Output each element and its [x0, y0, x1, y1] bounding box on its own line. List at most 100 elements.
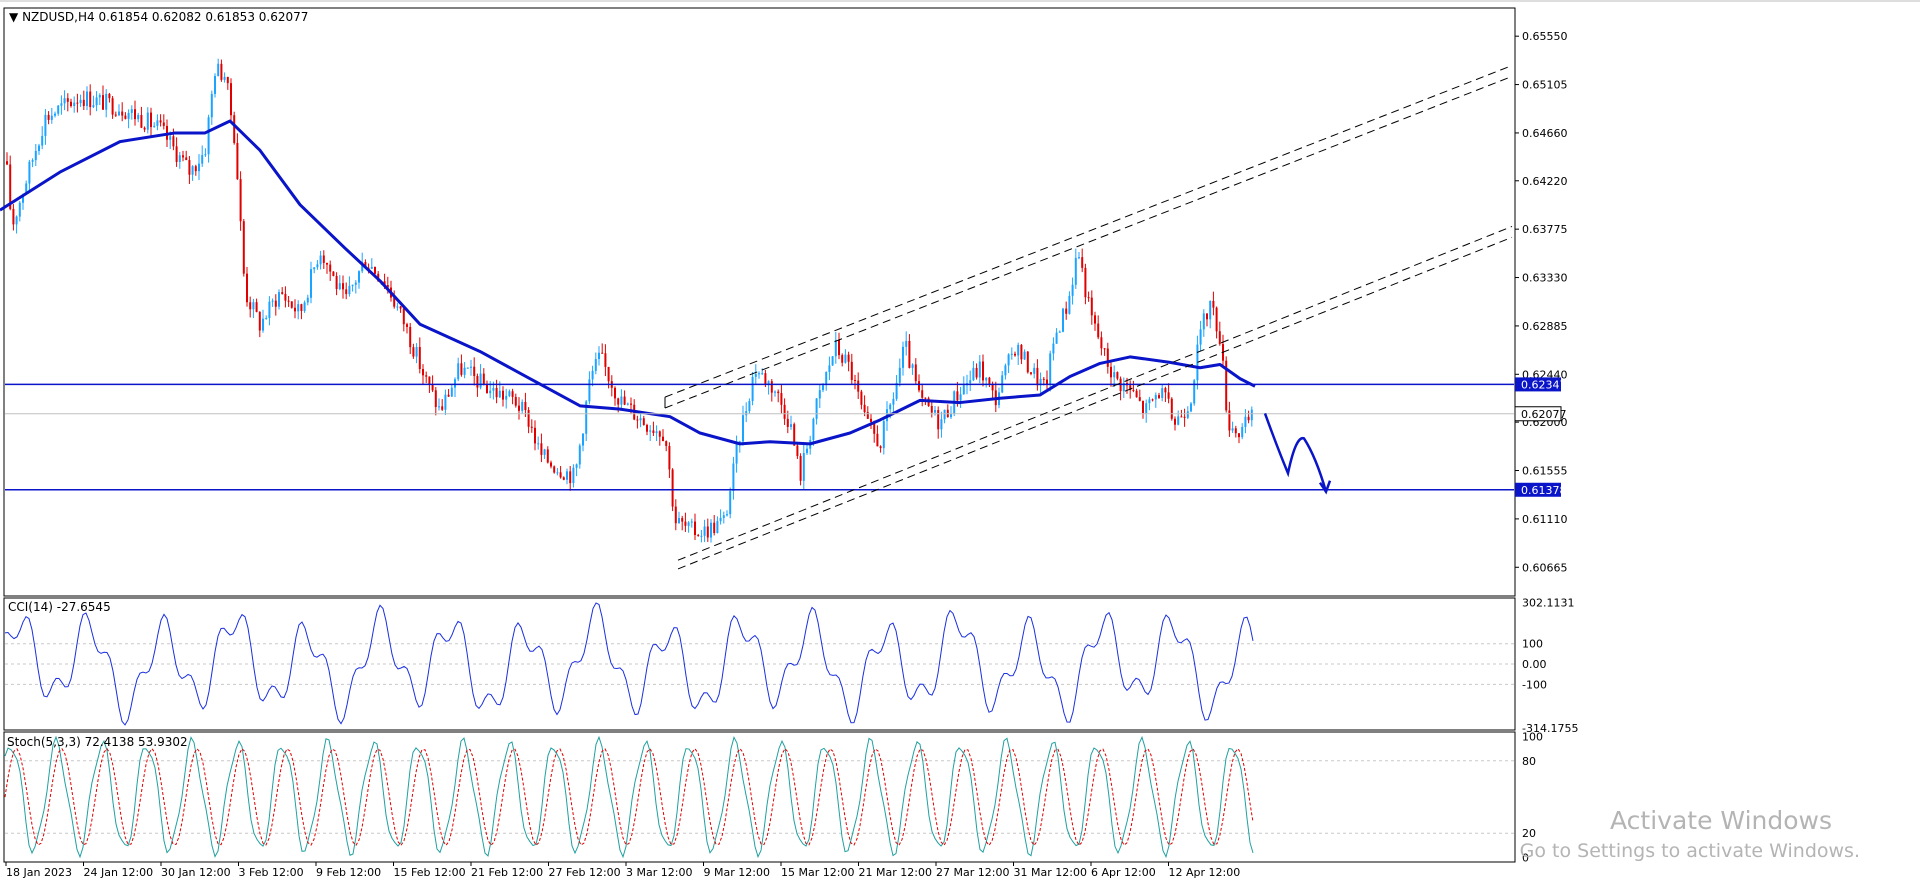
candle-body — [428, 376, 431, 384]
ohlc-label: 0.61854 0.62082 0.61853 0.62077 — [98, 10, 309, 24]
candle-body — [726, 514, 728, 516]
candle-body — [108, 93, 111, 99]
candle-body — [783, 404, 786, 419]
candle-body — [89, 91, 92, 108]
candle-body — [751, 376, 754, 402]
candle-body — [937, 410, 940, 430]
candle-body — [543, 449, 546, 455]
candle-body — [902, 346, 904, 368]
candle-body — [479, 373, 482, 388]
candle-body — [290, 301, 293, 308]
candle-body — [582, 433, 584, 446]
channel-line — [664, 65, 1513, 398]
candle-body — [284, 293, 287, 301]
candle-body — [1020, 344, 1023, 360]
candle-body — [841, 355, 844, 363]
cci-pane-frame — [3, 597, 1516, 731]
candle-body — [722, 515, 725, 518]
candle-body — [1033, 367, 1036, 374]
candle-body — [393, 297, 396, 307]
candle-body — [812, 418, 815, 440]
candle-body — [1228, 410, 1231, 431]
candle-body — [1164, 388, 1167, 393]
candle-body — [111, 98, 114, 115]
candle-body — [300, 304, 303, 311]
candle-body — [175, 146, 178, 162]
candle-body — [66, 98, 69, 102]
candle-body — [143, 127, 146, 130]
candle-body — [1036, 367, 1039, 386]
candle-body — [1110, 366, 1112, 378]
candle-body — [674, 506, 677, 524]
candle-body — [614, 387, 616, 399]
candle-body — [1087, 297, 1090, 299]
candle-body — [153, 125, 156, 128]
candle-body — [793, 424, 796, 446]
candle-body — [943, 409, 946, 420]
candle-body — [508, 391, 511, 396]
candle-body — [210, 93, 213, 118]
candle-body — [684, 521, 687, 526]
candle-body — [124, 115, 127, 119]
candle-body — [25, 183, 28, 195]
candle-body — [802, 453, 805, 481]
time-axis-label: 9 Feb 12:00 — [316, 866, 381, 879]
candle-body — [1170, 398, 1173, 419]
candle-body — [540, 443, 543, 455]
candle-body — [1049, 353, 1052, 386]
collapse-triangle-icon[interactable]: ▼ — [9, 10, 19, 24]
cci-pane[interactable] — [4, 602, 1514, 726]
candle-body — [732, 463, 735, 492]
candle-body — [700, 535, 703, 537]
time-axis-label: 18 Jan 2023 — [6, 866, 72, 879]
candle-body — [1030, 372, 1032, 374]
candle-body — [329, 264, 332, 272]
candle-body — [527, 410, 530, 427]
candle-body — [761, 373, 764, 375]
candle-body — [255, 302, 258, 312]
channel-line — [677, 236, 1513, 570]
candle-body — [876, 433, 879, 447]
candle-body — [524, 401, 527, 411]
candle-body — [335, 275, 338, 290]
candle-body — [281, 292, 284, 294]
candle-body — [454, 379, 456, 388]
channel-line — [664, 75, 1513, 409]
time-axis-label: 24 Jan 12:00 — [84, 866, 154, 879]
candle-body — [671, 469, 674, 507]
price-axis-label: 0.60665 — [1522, 561, 1568, 574]
candle-body — [1158, 395, 1160, 398]
candle-body — [601, 352, 604, 354]
candle-body — [1161, 388, 1164, 398]
candle-body — [889, 404, 892, 410]
candle-body — [134, 109, 136, 120]
candle-body — [34, 150, 37, 161]
candle-body — [534, 427, 536, 444]
candle-body — [572, 467, 575, 484]
candle-body — [438, 406, 440, 408]
time-axis-label: 9 Mar 12:00 — [704, 866, 770, 879]
candle-body — [1122, 383, 1125, 392]
candle-body — [1074, 257, 1077, 285]
candle-body — [678, 518, 680, 524]
candle-body — [828, 365, 831, 372]
candle-body — [198, 163, 200, 172]
candle-body — [1023, 351, 1026, 360]
candle-body — [777, 391, 780, 394]
candle-body — [882, 421, 885, 449]
candle-body — [649, 430, 652, 432]
candle-body — [306, 297, 309, 303]
price-pane[interactable] — [0, 58, 1514, 570]
candle-body — [1183, 416, 1186, 418]
candle-body — [1132, 389, 1135, 391]
candle-body — [697, 534, 700, 536]
candle-body — [1145, 403, 1148, 414]
candle-body — [287, 300, 290, 302]
stoch-pane[interactable] — [4, 735, 1514, 859]
candle-body — [860, 391, 863, 405]
candle-body — [242, 221, 245, 274]
cci-axis-label: 100 — [1522, 638, 1543, 651]
candle-body — [214, 76, 216, 94]
